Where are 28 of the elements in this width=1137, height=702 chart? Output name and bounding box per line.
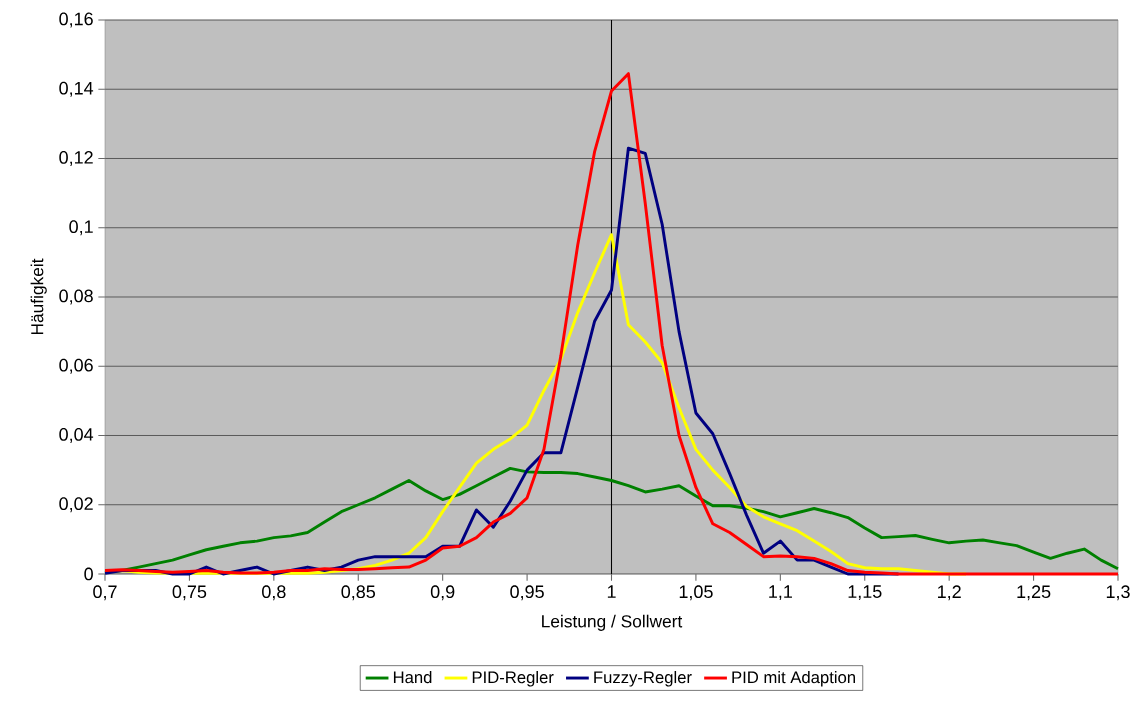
x-tick-label: 0,9: [430, 585, 455, 601]
y-tick-label: 0,14: [59, 81, 94, 97]
x-tick-label: 1,15: [848, 585, 882, 601]
y-tick-label: 0,16: [59, 12, 93, 28]
x-tick-label: 0,7: [93, 585, 117, 601]
x-axis-title: Leistung / Sollwert: [542, 614, 683, 631]
x-tick-label: 0,8: [262, 585, 286, 601]
x-tick-label: 1,3: [1106, 585, 1130, 601]
y-tick-label: 0,04: [59, 428, 94, 443]
x-tick-label: 1,25: [1017, 585, 1051, 601]
y-tick-label: 0,08: [59, 289, 93, 305]
x-tick-label: 1,2: [938, 585, 961, 601]
legend-label: Hand: [393, 670, 432, 684]
y-tick-label: 0,02: [59, 497, 93, 513]
y-tick-label: 0,1: [69, 220, 93, 236]
x-tick-label: 1,05: [679, 585, 713, 601]
y-axis-title: Häufigkeit: [30, 258, 47, 335]
y-tick-label: 0,06: [59, 358, 93, 374]
legend-label: PID mit Adaption: [732, 670, 855, 687]
x-tick-label: 0,75: [172, 585, 207, 601]
x-tick-label: 0,85: [341, 585, 376, 601]
y-tick-label: 0,12: [59, 151, 93, 166]
y-tick-label: 0: [84, 567, 93, 581]
legend-label: PID-Regler: [472, 670, 554, 687]
legend-label: Fuzzy-Regler: [594, 670, 692, 687]
x-tick-label: 0,95: [510, 585, 544, 601]
x-tick-label: 1: [607, 585, 616, 598]
x-tick-label: 1,1: [769, 585, 792, 601]
